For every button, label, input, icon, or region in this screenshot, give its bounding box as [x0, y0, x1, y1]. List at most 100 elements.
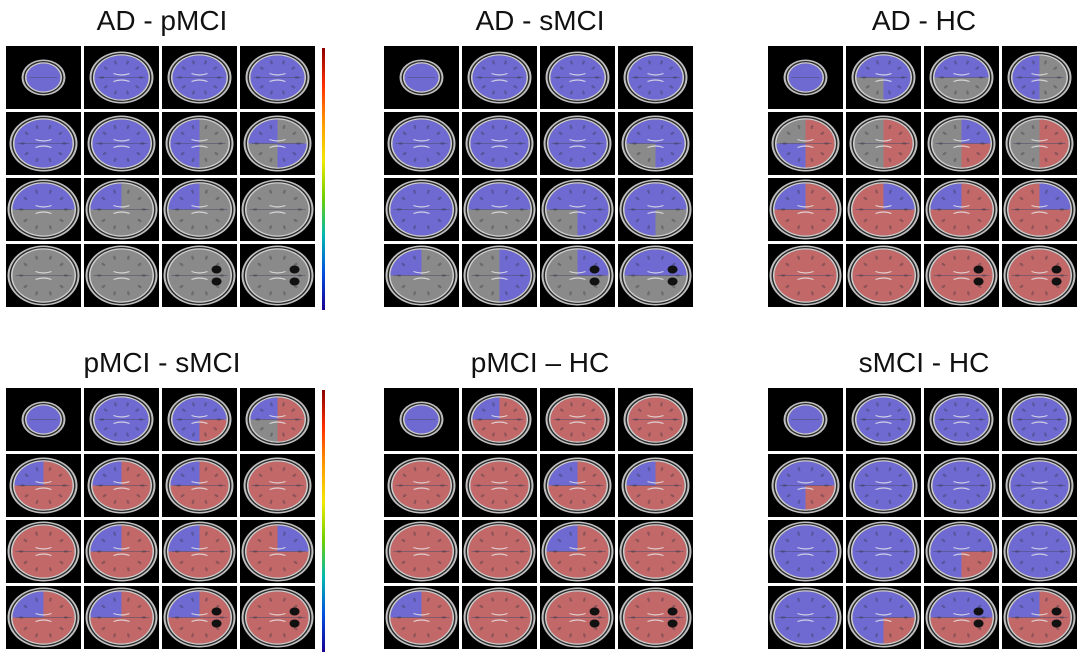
brain-slice-image — [540, 586, 615, 649]
brain-slice-image — [846, 388, 921, 451]
brain-slice-image — [384, 244, 459, 307]
brain-slice-image — [6, 112, 81, 175]
slice-grid — [6, 46, 315, 307]
brain-slice-image — [768, 178, 843, 241]
brain-slice-image — [6, 46, 81, 109]
brain-slice-image — [84, 112, 159, 175]
brain-slice-image — [384, 520, 459, 583]
brain-slice-image — [846, 112, 921, 175]
brain-slice-image — [162, 454, 237, 517]
panel-title: pMCI – HC — [470, 347, 610, 378]
slice-grid — [6, 388, 315, 649]
brain-slice-image — [540, 244, 615, 307]
brain-slice-image — [768, 244, 843, 307]
brain-slice-image — [924, 178, 999, 241]
brain-slice-image — [618, 454, 693, 517]
brain-slice-image — [846, 520, 921, 583]
brain-slice-image — [540, 46, 615, 109]
brain-slice-image — [384, 586, 459, 649]
brain-slice-image — [768, 520, 843, 583]
brain-slice-image — [1002, 388, 1077, 451]
brain-slice-image — [84, 46, 159, 109]
brain-slice-image — [540, 454, 615, 517]
brain-slice-image — [462, 178, 537, 241]
brain-slice-image — [240, 388, 315, 451]
panel-title: sMCI - HC — [858, 347, 990, 378]
brain-slice-image — [384, 112, 459, 175]
brain-slice-image — [768, 454, 843, 517]
brain-slice-image — [240, 586, 315, 649]
brain-slice-image — [162, 46, 237, 109]
brain-slice-image — [462, 388, 537, 451]
brain-slice-image — [924, 46, 999, 109]
brain-slice-image — [846, 586, 921, 649]
brain-slice-image — [618, 178, 693, 241]
brain-slice-image — [1002, 454, 1077, 517]
brain-slice-image — [6, 586, 81, 649]
brain-slice-image — [84, 178, 159, 241]
brain-slice-image — [84, 586, 159, 649]
brain-slice-image — [924, 520, 999, 583]
brain-slice-image — [240, 454, 315, 517]
brain-slice-image — [540, 388, 615, 451]
brain-slice-image — [84, 388, 159, 451]
slice-grid — [768, 388, 1077, 649]
brain-slice-image — [6, 244, 81, 307]
brain-slice-image — [924, 244, 999, 307]
brain-slice-image — [1002, 244, 1077, 307]
panel-title: pMCI - sMCI — [83, 347, 241, 378]
brain-slice-image — [384, 178, 459, 241]
brain-slice-image — [6, 388, 81, 451]
slice-grid — [384, 388, 693, 649]
brain-slice-image — [6, 454, 81, 517]
brain-slice-image — [1002, 520, 1077, 583]
brain-slice-image — [384, 388, 459, 451]
brain-slice-image — [162, 520, 237, 583]
brain-slice-image — [846, 454, 921, 517]
brain-slice-image — [1002, 178, 1077, 241]
brain-slice-image — [540, 520, 615, 583]
brain-slice-image — [924, 388, 999, 451]
brain-slice-image — [162, 112, 237, 175]
panel-title: AD - pMCI — [96, 5, 228, 36]
brain-slice-image — [240, 112, 315, 175]
brain-slice-image — [540, 178, 615, 241]
colorbar — [322, 390, 325, 652]
brain-slice-image — [846, 46, 921, 109]
brain-slice-image — [1002, 46, 1077, 109]
brain-slice-image — [540, 112, 615, 175]
slice-grid — [768, 46, 1077, 307]
brain-slice-image — [162, 586, 237, 649]
brain-slice-image — [462, 520, 537, 583]
colorbar — [322, 48, 325, 310]
brain-slice-image — [240, 46, 315, 109]
brain-slice-image — [84, 454, 159, 517]
brain-slice-image — [240, 178, 315, 241]
brain-slice-image — [768, 46, 843, 109]
brain-slice-image — [240, 244, 315, 307]
panel-title: AD - HC — [871, 5, 977, 36]
brain-slice-image — [462, 112, 537, 175]
brain-slice-image — [618, 388, 693, 451]
brain-slice-image — [462, 244, 537, 307]
brain-slice-image — [240, 520, 315, 583]
brain-slice-image — [462, 586, 537, 649]
brain-slice-image — [162, 244, 237, 307]
brain-slice-image — [462, 454, 537, 517]
brain-slice-image — [84, 520, 159, 583]
brain-slice-image — [924, 112, 999, 175]
brain-slice-image — [162, 178, 237, 241]
brain-slice-image — [768, 388, 843, 451]
panel-title: AD - sMCI — [475, 5, 605, 36]
brain-slice-image — [768, 112, 843, 175]
brain-slice-image — [846, 244, 921, 307]
brain-slice-image — [6, 520, 81, 583]
slice-grid — [384, 46, 693, 307]
brain-slice-image — [6, 178, 81, 241]
brain-slice-image — [1002, 112, 1077, 175]
brain-slice-image — [1002, 586, 1077, 649]
brain-slice-image — [162, 388, 237, 451]
brain-slice-image — [618, 46, 693, 109]
brain-slice-image — [618, 520, 693, 583]
brain-slice-image — [384, 46, 459, 109]
